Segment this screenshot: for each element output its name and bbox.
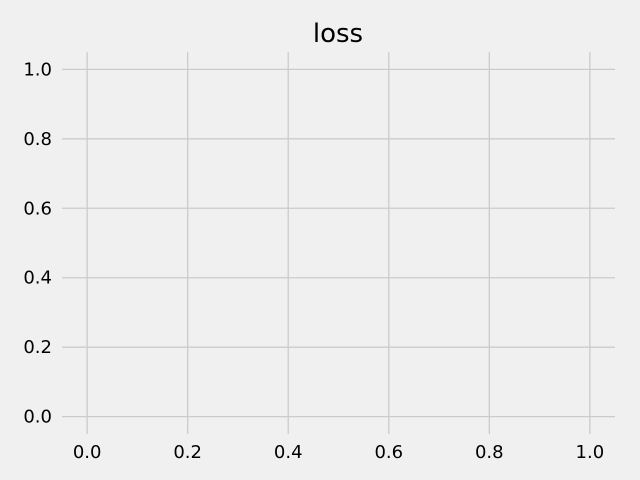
y-tick-label: 0.0 [23,407,52,428]
x-axis-ticks: 0.0 0.2 0.4 0.6 0.8 1.0 [73,442,604,463]
x-tick-label: 0.2 [173,442,202,463]
y-tick-label: 1.0 [23,59,52,80]
y-tick-label: 0.8 [23,129,52,150]
y-axis-ticks: 0.0 0.2 0.4 0.6 0.8 1.0 [23,59,52,427]
y-tick-label: 0.4 [23,268,52,289]
x-tick-label: 0.8 [475,442,504,463]
y-tick-label: 0.6 [23,198,52,219]
x-tick-label: 1.0 [576,442,605,463]
x-tick-label: 0.0 [73,442,102,463]
grid [62,52,615,434]
x-tick-label: 0.6 [374,442,403,463]
x-tick-label: 0.4 [274,442,303,463]
y-tick-label: 0.2 [23,337,52,358]
chart-title: loss [313,19,363,49]
